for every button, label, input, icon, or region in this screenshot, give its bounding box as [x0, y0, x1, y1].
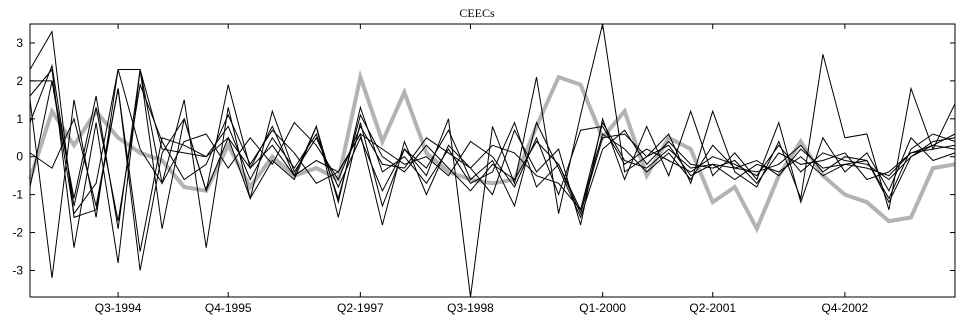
series-line-6 — [29, 23, 956, 298]
axis-layer: 3 2 1 0 -1 -2 -3 Q3-1994 Q4-1995 Q2-1997 Q3-1998 Q1… — [12, 24, 955, 315]
y-tick-label: 0 — [16, 150, 23, 164]
x-tick-label: Q4-1995 — [205, 301, 252, 315]
x-tick-label: Q2-2001 — [689, 301, 736, 315]
series-line-7 — [29, 84, 956, 271]
series-line-2 — [29, 63, 956, 222]
x-tick-label: Q1-2000 — [579, 301, 626, 315]
x-tick-label: Q2-1997 — [337, 301, 384, 315]
highlight-series-line — [28, 69, 956, 234]
y-tick-label: 1 — [16, 112, 23, 126]
x-tick-label: Q4-2002 — [822, 301, 869, 315]
y-tick-label: 2 — [16, 74, 23, 88]
series-line-3 — [29, 69, 956, 229]
y-tick-label: -1 — [12, 188, 23, 202]
chart-title: CEECs — [459, 6, 495, 20]
series-line-1 — [29, 30, 956, 252]
y-tick-label: 3 — [16, 36, 23, 50]
y-tick-label: -3 — [12, 263, 23, 277]
x-tick-label: Q3-1994 — [95, 301, 142, 315]
x-tick-label: Q3-1998 — [447, 301, 494, 315]
series-line-5 — [30, 69, 956, 215]
plot-frame — [29, 23, 956, 298]
y-tick-label: -2 — [12, 226, 23, 240]
series-layer — [28, 23, 956, 298]
